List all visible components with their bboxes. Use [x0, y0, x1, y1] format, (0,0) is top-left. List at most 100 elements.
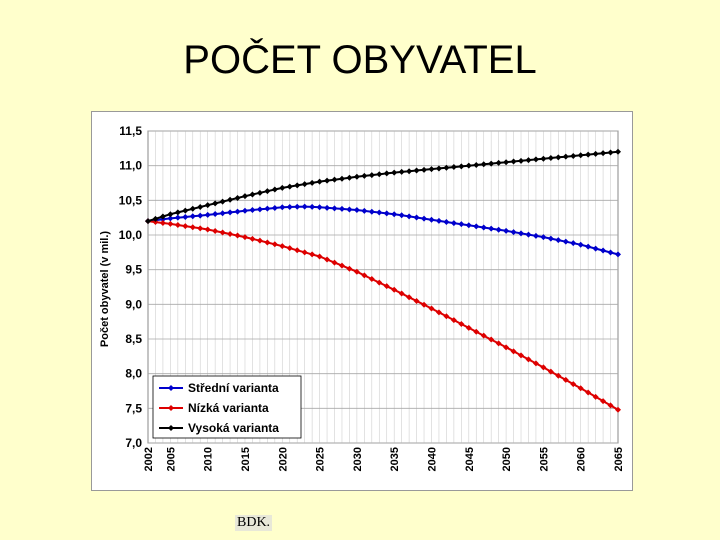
series-marker: [480, 332, 487, 339]
series-marker: [204, 211, 211, 218]
series-marker: [562, 238, 569, 245]
series-marker: [338, 175, 345, 182]
series-marker: [428, 216, 435, 223]
series-marker: [294, 203, 301, 210]
series-marker: [219, 229, 226, 236]
series-marker: [585, 151, 592, 158]
series-marker: [286, 204, 293, 211]
series-marker: [279, 204, 286, 211]
series-marker: [443, 164, 450, 171]
legend-entry: Nízká varianta: [188, 401, 269, 415]
series-marker: [570, 152, 577, 159]
series-marker: [615, 406, 621, 413]
series-marker: [577, 152, 584, 159]
series-marker: [480, 224, 487, 231]
series-marker: [294, 182, 301, 189]
y-tick-label: 11,0: [119, 159, 142, 173]
series-marker: [324, 204, 331, 211]
y-tick-label: 9,0: [125, 297, 142, 311]
series-marker: [458, 321, 465, 328]
series-marker: [241, 234, 248, 241]
series-marker: [577, 385, 584, 392]
series-marker: [361, 172, 368, 179]
series-marker: [592, 393, 599, 400]
series-line: [147, 220, 619, 411]
series-marker: [316, 253, 323, 260]
series-marker: [159, 219, 166, 226]
series-marker: [346, 174, 353, 181]
series-marker: [264, 205, 271, 212]
series-marker: [286, 245, 293, 252]
series-2: [145, 218, 621, 413]
series-marker: [264, 239, 271, 246]
series-marker: [540, 234, 547, 241]
x-tick-label: 2030: [352, 447, 364, 471]
series-marker: [615, 251, 621, 258]
series-marker: [219, 210, 226, 217]
series-marker: [353, 207, 360, 214]
legend: Střední varianta Nízká varianta Vysoká var…: [152, 375, 302, 439]
series-marker: [458, 221, 465, 228]
series-marker: [398, 290, 405, 297]
series-3: [145, 148, 621, 225]
series-marker: [488, 160, 495, 167]
series-marker: [353, 173, 360, 180]
series-marker: [227, 231, 234, 238]
x-tick-label: 2005: [165, 447, 177, 471]
series-marker: [398, 212, 405, 219]
series-marker: [241, 193, 248, 200]
series-marker: [562, 376, 569, 383]
series-marker: [510, 229, 517, 236]
series-marker: [495, 340, 502, 347]
series-marker: [443, 313, 450, 320]
series-marker: [324, 256, 331, 263]
x-tick-label: 2035: [389, 447, 401, 471]
series-marker: [227, 196, 234, 203]
x-tick-label: 2020: [277, 447, 289, 471]
series-marker: [413, 298, 420, 305]
series-marker: [167, 211, 174, 218]
series-marker: [495, 226, 502, 233]
series-marker: [450, 220, 457, 227]
series-marker: [421, 215, 428, 222]
series-marker: [555, 372, 562, 379]
series-marker: [197, 203, 204, 210]
series-marker: [473, 161, 480, 168]
x-tick-label: 2045: [464, 447, 476, 471]
slide-title: POČET OBYVATEL: [183, 38, 537, 82]
series-marker: [234, 194, 241, 201]
x-tick-label: 2040: [426, 447, 438, 471]
series-marker: [473, 328, 480, 335]
series-marker: [249, 191, 256, 198]
series-marker: [450, 164, 457, 171]
series-marker: [174, 209, 181, 216]
series-marker: [435, 165, 442, 172]
series-marker: [391, 169, 398, 176]
series-marker: [256, 237, 263, 244]
series-marker: [547, 368, 554, 375]
series-marker: [286, 183, 293, 190]
series-marker: [182, 207, 189, 214]
series-marker: [547, 235, 554, 242]
series-marker: [547, 155, 554, 162]
series-marker: [338, 262, 345, 269]
legend-entry: Střední varianta: [188, 381, 279, 395]
y-tick-labels: 7,0 7,5 8,0 8,5 9,0 9,5 10,0 10,5 11,0 11,5: [119, 124, 143, 450]
series-marker: [361, 272, 368, 279]
y-tick-label: 7,5: [125, 401, 142, 415]
series-marker: [241, 207, 248, 214]
series-marker: [301, 203, 308, 210]
series-marker: [204, 226, 211, 233]
series-marker: [152, 215, 159, 222]
series-marker: [398, 168, 405, 175]
legend-swatch-marker: [168, 425, 174, 431]
x-tick-label: 2060: [576, 447, 588, 471]
series-marker: [435, 217, 442, 224]
series-marker: [159, 213, 166, 220]
series-marker: [331, 176, 338, 183]
series-marker: [435, 309, 442, 316]
series-marker: [510, 348, 517, 355]
y-tick-label: 11,5: [119, 124, 142, 138]
footer-label: BDK.: [235, 515, 273, 531]
series-marker: [309, 179, 316, 186]
